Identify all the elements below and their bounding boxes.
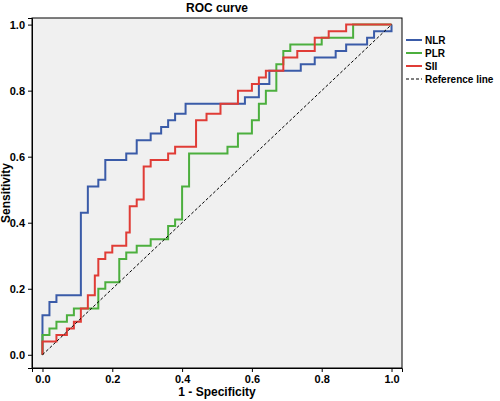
tick-mark xyxy=(42,368,43,372)
tick-label: 0.8 xyxy=(315,373,330,385)
series-line xyxy=(42,25,391,355)
tick: 1.0 xyxy=(10,19,32,31)
y-axis: 0.0 0.2 0.4 0.6 0.8 1.0 xyxy=(10,19,33,369)
legend-swatch xyxy=(406,79,422,80)
tick: 0.6 xyxy=(10,151,32,163)
legend-item: Reference line xyxy=(406,74,494,85)
title: ROC curve xyxy=(186,1,248,15)
x-axis-title: 1 - Specificity xyxy=(178,385,256,399)
tick-mark xyxy=(322,368,323,372)
tick: 0.0 xyxy=(35,368,50,385)
series-line xyxy=(42,25,391,355)
tick-label: 0.0 xyxy=(10,349,25,361)
tick: 0.0 xyxy=(10,349,32,361)
tick-mark xyxy=(28,355,32,356)
series-line xyxy=(42,25,391,355)
tick-label: 0.6 xyxy=(245,373,260,385)
series-line xyxy=(42,25,391,355)
legend-swatch xyxy=(406,39,422,41)
tick-label: 0.2 xyxy=(10,283,25,295)
legend-item: PLR xyxy=(406,48,446,59)
tick: 0.2 xyxy=(10,283,32,295)
tick: 0.2 xyxy=(105,368,120,385)
tick: 0.6 xyxy=(245,368,260,385)
tick-mark xyxy=(28,91,32,92)
tick-label: 0.2 xyxy=(105,373,120,385)
legend-item: SII xyxy=(406,61,437,72)
legend-label: SII xyxy=(425,61,437,72)
y-axis-line xyxy=(28,19,33,369)
tick-label: 1.0 xyxy=(10,19,25,31)
legend-swatch xyxy=(406,65,422,67)
tick-mark xyxy=(28,25,32,26)
x-axis-line xyxy=(33,369,403,373)
legend-item: NLR xyxy=(406,35,446,46)
chart: 0.0 0.2 0.4 0.6 0.8 1.0 0.0 0.2 0.4 0.6 0.8 1.0 ROC … xyxy=(0,0,500,401)
tick-label: 0.4 xyxy=(175,373,191,385)
tick-mark xyxy=(28,223,32,224)
tick: 0.4 xyxy=(10,217,32,229)
tick-label: 0.6 xyxy=(10,151,25,163)
legend-label: PLR xyxy=(425,48,446,59)
x-axis: 0.0 0.2 0.4 0.6 0.8 1.0 xyxy=(33,368,403,385)
tick-mark xyxy=(392,368,393,372)
legend-label: NLR xyxy=(425,35,446,46)
plot: 0.0 0.2 0.4 0.6 0.8 1.0 0.0 0.2 0.4 0.6 0.8 1.0 xyxy=(10,18,403,385)
series-lines xyxy=(42,25,391,355)
tick-mark xyxy=(28,289,32,290)
tick: 0.8 xyxy=(10,85,32,97)
plot-frame xyxy=(32,18,402,368)
legend-swatch xyxy=(406,52,422,54)
tick: 1.0 xyxy=(384,368,399,385)
tick-label: 0.8 xyxy=(10,85,25,97)
legend-label: Reference line xyxy=(425,74,494,85)
tick-mark xyxy=(182,368,183,372)
tick: 0.8 xyxy=(315,368,330,385)
tick: 0.4 xyxy=(175,368,191,385)
legend: NLR PLR SII Reference line xyxy=(406,35,494,85)
tick-mark xyxy=(252,368,253,372)
tick-mark xyxy=(112,368,113,372)
tick-label: 0.0 xyxy=(35,373,50,385)
tick-mark xyxy=(28,157,32,158)
y-axis-title: Sensitivity xyxy=(0,163,13,223)
tick-label: 1.0 xyxy=(384,373,399,385)
